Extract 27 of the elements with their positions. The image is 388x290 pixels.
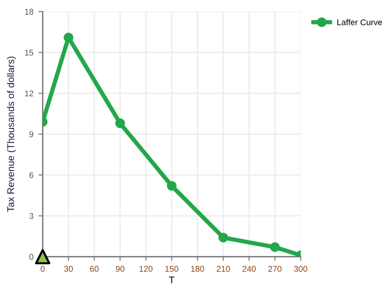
x-tick-label: 90 xyxy=(116,266,124,272)
x-tick-label: 120 xyxy=(140,266,153,272)
y-tick-label: 0 xyxy=(29,254,34,260)
x-tick-label: 300 xyxy=(294,266,308,272)
y-axis-title: Tax Revenue (Thousands of dollars) xyxy=(6,56,16,212)
point xyxy=(166,180,177,191)
point xyxy=(218,232,228,242)
y-tick-label: 12 xyxy=(25,90,34,96)
x-axis-title: T xyxy=(168,276,174,284)
x-tick-label: 240 xyxy=(242,266,256,272)
point xyxy=(35,249,50,264)
x-tick-label: 0 xyxy=(40,266,45,272)
x-tick-label: 270 xyxy=(268,266,282,272)
point xyxy=(115,118,125,128)
x-tick-label: 150 xyxy=(165,266,178,272)
y-tick-label: 9 xyxy=(29,131,34,138)
y-tick-label: 18 xyxy=(25,8,34,15)
x-tick-label: 180 xyxy=(191,266,204,272)
x-tick-label: 60 xyxy=(90,266,99,272)
y-tick-label: 3 xyxy=(29,213,34,219)
y-tick-label: 6 xyxy=(29,172,34,178)
x-tick-label: 210 xyxy=(216,266,230,272)
y-tick-label: 15 xyxy=(25,50,34,56)
x-tick-label: 30 xyxy=(64,266,73,272)
legend-label: Laffer Curve xyxy=(337,19,382,26)
point xyxy=(270,242,280,252)
point xyxy=(64,32,74,42)
